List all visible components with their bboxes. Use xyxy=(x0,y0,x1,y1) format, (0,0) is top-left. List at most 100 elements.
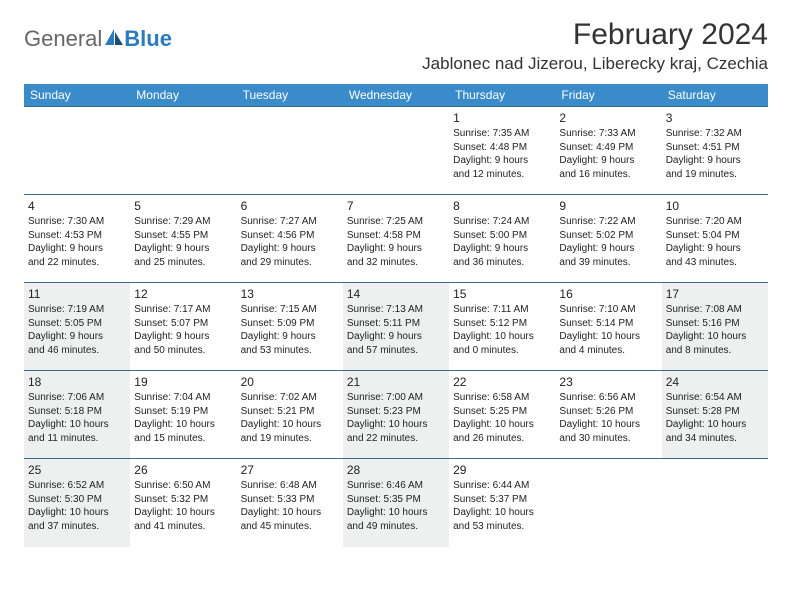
day-number: 5 xyxy=(134,198,232,214)
daylight-text: and 26 minutes. xyxy=(453,432,551,446)
calendar-row: 25Sunrise: 6:52 AMSunset: 5:30 PMDayligh… xyxy=(24,459,768,547)
weekday-header: Tuesday xyxy=(237,84,343,107)
day-number: 17 xyxy=(666,286,764,302)
daylight-text: Daylight: 10 hours xyxy=(241,418,339,432)
daylight-text: and 57 minutes. xyxy=(347,344,445,358)
sunset-text: Sunset: 5:23 PM xyxy=(347,405,445,419)
calendar-cell xyxy=(662,459,768,547)
daylight-text: and 29 minutes. xyxy=(241,256,339,270)
daylight-text: Daylight: 9 hours xyxy=(28,242,126,256)
day-number: 6 xyxy=(241,198,339,214)
sunrise-text: Sunrise: 6:54 AM xyxy=(666,391,764,405)
daylight-text: Daylight: 10 hours xyxy=(453,506,551,520)
day-number: 18 xyxy=(28,374,126,390)
day-number: 7 xyxy=(347,198,445,214)
day-number: 1 xyxy=(453,110,551,126)
sunset-text: Sunset: 5:16 PM xyxy=(666,317,764,331)
day-number: 4 xyxy=(28,198,126,214)
sunrise-text: Sunrise: 6:46 AM xyxy=(347,479,445,493)
daylight-text: Daylight: 9 hours xyxy=(453,242,551,256)
sunrise-text: Sunrise: 7:32 AM xyxy=(666,127,764,141)
daylight-text: and 19 minutes. xyxy=(666,168,764,182)
daylight-text: and 36 minutes. xyxy=(453,256,551,270)
day-number: 15 xyxy=(453,286,551,302)
sunrise-text: Sunrise: 6:58 AM xyxy=(453,391,551,405)
calendar-cell: 10Sunrise: 7:20 AMSunset: 5:04 PMDayligh… xyxy=(662,195,768,283)
sunset-text: Sunset: 4:48 PM xyxy=(453,141,551,155)
sunrise-text: Sunrise: 7:25 AM xyxy=(347,215,445,229)
sunrise-text: Sunrise: 7:20 AM xyxy=(666,215,764,229)
logo: General Blue xyxy=(24,18,172,52)
header: General Blue February 2024 Jablonec nad … xyxy=(24,18,768,80)
calendar-row: 18Sunrise: 7:06 AMSunset: 5:18 PMDayligh… xyxy=(24,371,768,459)
calendar-cell: 12Sunrise: 7:17 AMSunset: 5:07 PMDayligh… xyxy=(130,283,236,371)
daylight-text: Daylight: 10 hours xyxy=(241,506,339,520)
calendar-cell: 1Sunrise: 7:35 AMSunset: 4:48 PMDaylight… xyxy=(449,107,555,195)
calendar-cell: 15Sunrise: 7:11 AMSunset: 5:12 PMDayligh… xyxy=(449,283,555,371)
daylight-text: and 50 minutes. xyxy=(134,344,232,358)
daylight-text: Daylight: 10 hours xyxy=(28,418,126,432)
day-number: 19 xyxy=(134,374,232,390)
sunrise-text: Sunrise: 7:13 AM xyxy=(347,303,445,317)
sunrise-text: Sunrise: 6:56 AM xyxy=(559,391,657,405)
daylight-text: and 8 minutes. xyxy=(666,344,764,358)
sunset-text: Sunset: 4:56 PM xyxy=(241,229,339,243)
sunset-text: Sunset: 5:26 PM xyxy=(559,405,657,419)
daylight-text: and 0 minutes. xyxy=(453,344,551,358)
sunrise-text: Sunrise: 7:33 AM xyxy=(559,127,657,141)
sunrise-text: Sunrise: 6:48 AM xyxy=(241,479,339,493)
daylight-text: Daylight: 10 hours xyxy=(453,330,551,344)
sunset-text: Sunset: 4:58 PM xyxy=(347,229,445,243)
daylight-text: and 45 minutes. xyxy=(241,520,339,534)
calendar-cell: 18Sunrise: 7:06 AMSunset: 5:18 PMDayligh… xyxy=(24,371,130,459)
sunset-text: Sunset: 5:19 PM xyxy=(134,405,232,419)
calendar-row: 11Sunrise: 7:19 AMSunset: 5:05 PMDayligh… xyxy=(24,283,768,371)
sunset-text: Sunset: 5:11 PM xyxy=(347,317,445,331)
sunrise-text: Sunrise: 7:06 AM xyxy=(28,391,126,405)
daylight-text: Daylight: 10 hours xyxy=(134,506,232,520)
daylight-text: Daylight: 9 hours xyxy=(241,242,339,256)
day-number: 14 xyxy=(347,286,445,302)
daylight-text: Daylight: 9 hours xyxy=(666,242,764,256)
daylight-text: and 34 minutes. xyxy=(666,432,764,446)
daylight-text: Daylight: 9 hours xyxy=(559,242,657,256)
sunset-text: Sunset: 4:51 PM xyxy=(666,141,764,155)
sunrise-text: Sunrise: 7:22 AM xyxy=(559,215,657,229)
calendar-cell: 6Sunrise: 7:27 AMSunset: 4:56 PMDaylight… xyxy=(237,195,343,283)
day-number: 3 xyxy=(666,110,764,126)
calendar-table: SundayMondayTuesdayWednesdayThursdayFrid… xyxy=(24,84,768,547)
sunset-text: Sunset: 5:30 PM xyxy=(28,493,126,507)
sunrise-text: Sunrise: 7:30 AM xyxy=(28,215,126,229)
calendar-cell xyxy=(237,107,343,195)
calendar-cell: 2Sunrise: 7:33 AMSunset: 4:49 PMDaylight… xyxy=(555,107,661,195)
calendar-cell: 20Sunrise: 7:02 AMSunset: 5:21 PMDayligh… xyxy=(237,371,343,459)
daylight-text: Daylight: 9 hours xyxy=(559,154,657,168)
day-number: 22 xyxy=(453,374,551,390)
daylight-text: Daylight: 9 hours xyxy=(666,154,764,168)
calendar-cell xyxy=(24,107,130,195)
day-number: 13 xyxy=(241,286,339,302)
day-number: 20 xyxy=(241,374,339,390)
calendar-cell: 13Sunrise: 7:15 AMSunset: 5:09 PMDayligh… xyxy=(237,283,343,371)
daylight-text: Daylight: 10 hours xyxy=(453,418,551,432)
day-number: 12 xyxy=(134,286,232,302)
day-number: 11 xyxy=(28,286,126,302)
day-number: 29 xyxy=(453,462,551,478)
sunset-text: Sunset: 5:37 PM xyxy=(453,493,551,507)
daylight-text: and 12 minutes. xyxy=(453,168,551,182)
calendar-cell: 19Sunrise: 7:04 AMSunset: 5:19 PMDayligh… xyxy=(130,371,236,459)
calendar-cell: 7Sunrise: 7:25 AMSunset: 4:58 PMDaylight… xyxy=(343,195,449,283)
sunset-text: Sunset: 5:00 PM xyxy=(453,229,551,243)
sunrise-text: Sunrise: 7:02 AM xyxy=(241,391,339,405)
calendar-cell: 25Sunrise: 6:52 AMSunset: 5:30 PMDayligh… xyxy=(24,459,130,547)
calendar-cell: 24Sunrise: 6:54 AMSunset: 5:28 PMDayligh… xyxy=(662,371,768,459)
sunrise-text: Sunrise: 7:00 AM xyxy=(347,391,445,405)
sunset-text: Sunset: 5:25 PM xyxy=(453,405,551,419)
day-number: 24 xyxy=(666,374,764,390)
logo-text-1: General xyxy=(24,26,102,52)
day-number: 27 xyxy=(241,462,339,478)
weekday-header: Wednesday xyxy=(343,84,449,107)
calendar-cell: 14Sunrise: 7:13 AMSunset: 5:11 PMDayligh… xyxy=(343,283,449,371)
day-number: 28 xyxy=(347,462,445,478)
sail-icon xyxy=(104,26,124,52)
